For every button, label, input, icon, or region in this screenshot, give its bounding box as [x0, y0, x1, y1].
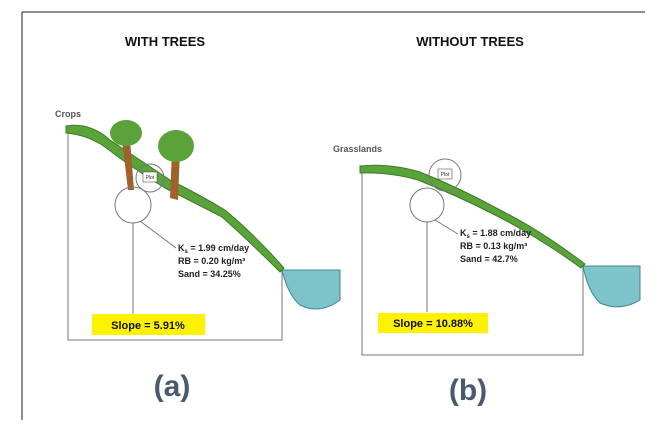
panel-title: WITHOUT TREES — [416, 34, 524, 49]
panel-a: WITH TREES Crops Plot Ks = 1.99 cm/day R… — [55, 34, 340, 403]
slope-text: Slope = 5.91% — [111, 320, 185, 332]
ks-text: Ks = 1.88 cm/day — [460, 228, 531, 240]
caption: (a) — [154, 370, 191, 403]
tree-crown — [158, 130, 194, 162]
plot-label: Plot — [146, 175, 155, 181]
figure: WITH TREES Crops Plot Ks = 1.99 cm/day R… — [0, 0, 660, 426]
tree-crown — [110, 120, 142, 146]
panel-title: WITH TREES — [125, 34, 205, 49]
sand-text: Sand = 42.7% — [460, 254, 518, 264]
slope-text: Slope = 10.88% — [393, 318, 473, 330]
land-label: Grasslands — [333, 144, 382, 154]
sand-text: Sand = 34.25% — [178, 269, 241, 279]
panel-b: WITHOUT TREES Grasslands Plot Ks = 1.88 … — [333, 34, 640, 407]
leader-line — [133, 221, 176, 320]
soil-circle — [115, 187, 151, 223]
plot-label: Plot — [441, 172, 450, 178]
ks-text: Ks = 1.99 cm/day — [178, 243, 249, 255]
hill — [360, 165, 585, 268]
rb-text: RB = 0.20 kg/m³ — [178, 256, 245, 266]
water — [282, 270, 340, 309]
rb-text: RB = 0.13 kg/m³ — [460, 241, 527, 251]
soil-circle — [410, 188, 444, 222]
caption: (b) — [449, 374, 487, 407]
frame — [22, 12, 645, 420]
water — [583, 266, 640, 307]
land-label: Crops — [55, 109, 81, 119]
leader-line — [427, 220, 458, 312]
